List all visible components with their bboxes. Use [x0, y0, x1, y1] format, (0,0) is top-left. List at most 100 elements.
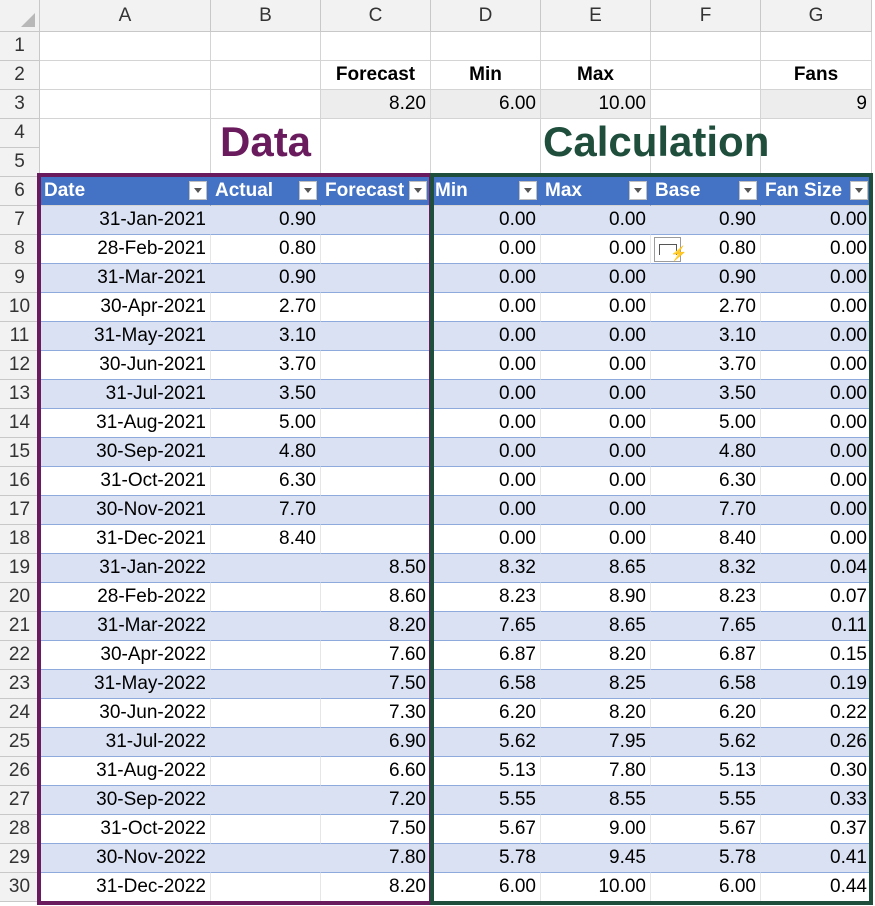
table-cell-date[interactable]: 31-Dec-2022 [40, 873, 211, 902]
table-cell-actual[interactable]: 6.30 [211, 467, 321, 496]
table-cell-forecast[interactable]: 7.60 [321, 641, 431, 670]
cell[interactable] [541, 119, 651, 148]
table-cell-forecast[interactable]: 8.20 [321, 612, 431, 641]
table-cell-fan-size[interactable]: 0.37 [761, 815, 872, 844]
cell[interactable] [431, 119, 541, 148]
cell[interactable] [761, 119, 872, 148]
table-header-actual[interactable]: Actual [211, 177, 321, 206]
table-cell-forecast[interactable]: 6.60 [321, 757, 431, 786]
table-cell-max[interactable]: 0.00 [541, 496, 651, 525]
table-cell-date[interactable]: 31-Mar-2021 [40, 264, 211, 293]
table-cell-forecast[interactable] [321, 293, 431, 322]
table-cell-actual[interactable]: 0.80 [211, 235, 321, 264]
table-cell-date[interactable]: 28-Feb-2022 [40, 583, 211, 612]
table-cell-base[interactable]: 6.87 [651, 641, 761, 670]
table-cell-date[interactable]: 31-Jul-2021 [40, 380, 211, 409]
table-cell-date[interactable]: 30-Nov-2022 [40, 844, 211, 873]
table-cell-forecast[interactable] [321, 438, 431, 467]
table-cell-fan-size[interactable]: 0.00 [761, 467, 872, 496]
table-cell-forecast[interactable]: 8.60 [321, 583, 431, 612]
row-header-29[interactable]: 29 [0, 844, 40, 873]
table-cell-min[interactable]: 6.20 [431, 699, 541, 728]
table-cell-actual[interactable] [211, 786, 321, 815]
filter-dropdown-icon[interactable] [409, 181, 427, 200]
table-cell-max[interactable]: 0.00 [541, 409, 651, 438]
table-cell-base[interactable]: 5.13 [651, 757, 761, 786]
row-header-26[interactable]: 26 [0, 757, 40, 786]
table-cell-base[interactable]: 6.58 [651, 670, 761, 699]
table-cell-fan-size[interactable]: 0.30 [761, 757, 872, 786]
table-cell-actual[interactable] [211, 641, 321, 670]
table-cell-actual[interactable] [211, 612, 321, 641]
table-cell-forecast[interactable] [321, 264, 431, 293]
table-cell-max[interactable]: 8.65 [541, 612, 651, 641]
table-cell-base[interactable]: 5.78 [651, 844, 761, 873]
table-cell-max[interactable]: 8.90 [541, 583, 651, 612]
table-cell-actual[interactable]: 8.40 [211, 525, 321, 554]
row-header-3[interactable]: 3 [0, 90, 40, 119]
cell[interactable] [651, 61, 761, 90]
table-header-fan-size[interactable]: Fan Size [761, 177, 872, 206]
table-cell-date[interactable]: 30-Sep-2022 [40, 786, 211, 815]
table-cell-actual[interactable]: 4.80 [211, 438, 321, 467]
table-cell-max[interactable]: 8.65 [541, 554, 651, 583]
row-header-9[interactable]: 9 [0, 264, 40, 293]
filter-dropdown-icon[interactable] [519, 181, 537, 200]
cell[interactable] [761, 148, 872, 177]
cell[interactable] [651, 32, 761, 61]
table-cell-min[interactable]: 0.00 [431, 380, 541, 409]
table-header-forecast[interactable]: Forecast [321, 177, 431, 206]
table-cell-fan-size[interactable]: 0.44 [761, 873, 872, 902]
column-header-c[interactable]: C [321, 0, 431, 32]
table-cell-base[interactable]: 0.90 [651, 264, 761, 293]
row-header-15[interactable]: 15 [0, 438, 40, 467]
table-cell-base[interactable]: 0.80 [651, 235, 761, 264]
table-cell-base[interactable]: 3.10 [651, 322, 761, 351]
filter-dropdown-icon[interactable] [299, 181, 317, 200]
table-cell-fan-size[interactable]: 0.00 [761, 496, 872, 525]
cell[interactable] [431, 148, 541, 177]
table-cell-max[interactable]: 8.55 [541, 786, 651, 815]
param-value-forecast[interactable]: 8.20 [321, 90, 431, 119]
table-cell-min[interactable]: 0.00 [431, 496, 541, 525]
table-cell-forecast[interactable] [321, 496, 431, 525]
table-cell-base[interactable]: 7.65 [651, 612, 761, 641]
table-cell-fan-size[interactable]: 0.15 [761, 641, 872, 670]
table-header-date[interactable]: Date [40, 177, 211, 206]
row-header-22[interactable]: 22 [0, 641, 40, 670]
table-cell-fan-size[interactable]: 0.19 [761, 670, 872, 699]
table-cell-fan-size[interactable]: 0.00 [761, 264, 872, 293]
column-header-d[interactable]: D [431, 0, 541, 32]
table-cell-forecast[interactable] [321, 380, 431, 409]
table-cell-date[interactable]: 31-Mar-2022 [40, 612, 211, 641]
param-value-fans[interactable]: 9 [761, 90, 872, 119]
table-cell-base[interactable]: 7.70 [651, 496, 761, 525]
table-cell-actual[interactable]: 7.70 [211, 496, 321, 525]
table-cell-min[interactable]: 0.00 [431, 525, 541, 554]
table-cell-actual[interactable] [211, 844, 321, 873]
table-cell-min[interactable]: 5.13 [431, 757, 541, 786]
cell[interactable] [211, 61, 321, 90]
filter-dropdown-icon[interactable] [629, 181, 647, 200]
table-cell-date[interactable]: 31-Aug-2021 [40, 409, 211, 438]
table-cell-date[interactable]: 31-Jul-2022 [40, 728, 211, 757]
filter-dropdown-icon[interactable] [739, 181, 757, 200]
row-header-14[interactable]: 14 [0, 409, 40, 438]
table-cell-base[interactable]: 4.80 [651, 438, 761, 467]
cell[interactable] [40, 148, 211, 177]
table-cell-min[interactable]: 0.00 [431, 235, 541, 264]
table-cell-date[interactable]: 31-Jan-2022 [40, 554, 211, 583]
param-value-max[interactable]: 10.00 [541, 90, 651, 119]
table-cell-date[interactable]: 30-Jun-2021 [40, 351, 211, 380]
table-cell-forecast[interactable]: 7.50 [321, 670, 431, 699]
table-cell-actual[interactable] [211, 757, 321, 786]
row-header-28[interactable]: 28 [0, 815, 40, 844]
table-cell-date[interactable]: 30-Apr-2022 [40, 641, 211, 670]
table-cell-forecast[interactable]: 7.50 [321, 815, 431, 844]
table-cell-date[interactable]: 28-Feb-2021 [40, 235, 211, 264]
row-header-23[interactable]: 23 [0, 670, 40, 699]
row-header-21[interactable]: 21 [0, 612, 40, 641]
row-header-18[interactable]: 18 [0, 525, 40, 554]
table-cell-forecast[interactable]: 7.30 [321, 699, 431, 728]
